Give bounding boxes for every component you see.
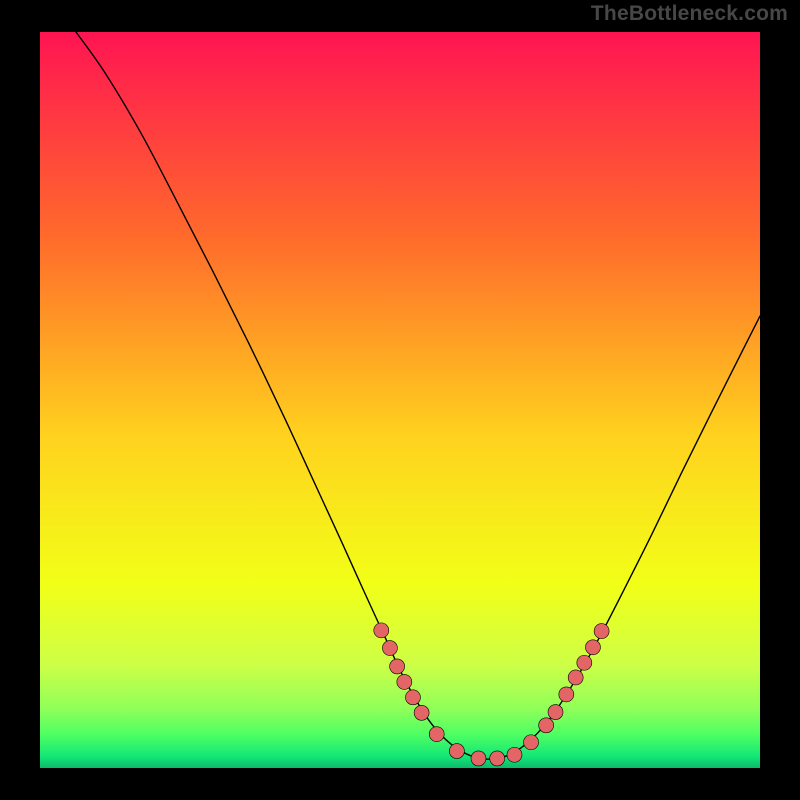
- data-marker: [414, 705, 429, 720]
- data-marker: [429, 727, 444, 742]
- data-marker: [449, 744, 464, 759]
- bottleneck-chart: [0, 0, 800, 800]
- data-marker: [568, 670, 583, 685]
- plot-background: [40, 32, 760, 768]
- data-marker: [390, 659, 405, 674]
- data-marker: [585, 640, 600, 655]
- data-marker: [524, 735, 539, 750]
- data-marker: [490, 751, 505, 766]
- data-marker: [594, 624, 609, 639]
- data-marker: [548, 705, 563, 720]
- attribution-text: TheBottleneck.com: [591, 2, 788, 26]
- data-marker: [471, 751, 486, 766]
- chart-container: TheBottleneck.com: [0, 0, 800, 800]
- data-marker: [507, 747, 522, 762]
- data-marker: [382, 641, 397, 656]
- data-marker: [397, 674, 412, 689]
- data-marker: [559, 687, 574, 702]
- data-marker: [577, 655, 592, 670]
- data-marker: [405, 690, 420, 705]
- data-marker: [374, 623, 389, 638]
- data-marker: [539, 718, 554, 733]
